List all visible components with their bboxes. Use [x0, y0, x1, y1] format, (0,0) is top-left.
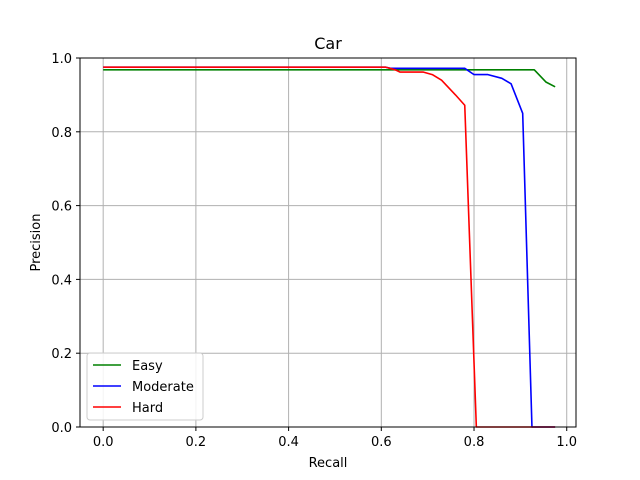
- x-tick-label: 1.0: [556, 435, 577, 450]
- x-axis-label: Recall: [309, 456, 348, 471]
- y-tick-label: 0.0: [51, 421, 72, 436]
- y-tick-label: 0.4: [51, 273, 72, 288]
- legend-label-hard: Hard: [132, 401, 163, 416]
- x-tick-label: 0.4: [278, 435, 299, 450]
- chart-title: Car: [314, 34, 342, 53]
- legend-label-easy: Easy: [132, 359, 163, 374]
- legend: Easy Moderate Hard: [86, 352, 204, 421]
- x-tick-label: 0.6: [371, 435, 392, 450]
- x-tick-label: 0.2: [186, 435, 207, 450]
- ticks: 0.0 0.2 0.4 0.6 0.8 1.0 0.0 0.2 0.4 0.6 0.8 1.0: [51, 52, 577, 450]
- legend-label-moderate: Moderate: [132, 380, 194, 395]
- y-tick-label: 0.6: [51, 200, 72, 215]
- x-tick-label: 0.8: [464, 435, 485, 450]
- y-tick-label: 0.8: [51, 126, 72, 141]
- y-tick-label: 1.0: [51, 52, 72, 67]
- y-tick-label: 0.2: [51, 347, 72, 362]
- legend-box: [86, 352, 204, 421]
- y-axis-label: Precision: [29, 213, 44, 271]
- x-tick-label: 0.0: [93, 435, 114, 450]
- plot-frame: [79, 57, 577, 428]
